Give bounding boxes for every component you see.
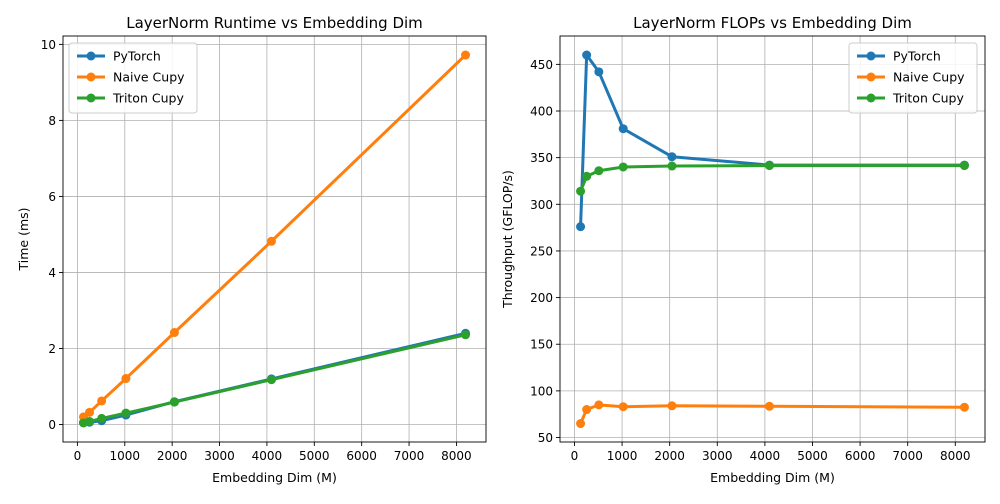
chart2-x-tick-label: 8000	[940, 449, 971, 463]
chart1-legend-box	[68, 42, 198, 114]
chart1-triton-cupy-point	[461, 330, 471, 340]
chart2-triton-cupy-point	[959, 161, 969, 171]
chart1-triton-cupy-point	[169, 397, 179, 407]
chart2-legend-naive-cupy-label: Naive Cupy	[893, 70, 965, 85]
chart1-y-tick-label: 10	[41, 38, 56, 52]
chart2-triton-cupy-line	[579, 164, 966, 193]
chart2-legend: PyTorch Naive Cupy Triton Cupy	[848, 42, 978, 114]
chart2-naive-cupy-point	[594, 400, 604, 410]
chart1-triton-cupy-point	[266, 375, 276, 385]
chart1-legend-triton-cupy-label: Triton Cupy	[112, 91, 184, 106]
chart2-naive-cupy-point	[667, 401, 677, 411]
throughput-chart: 0 1000 2000 3000 4000 5000 6000 7000 8000 50 100 15…	[500, 14, 986, 485]
chart2-title: LayerNorm FLOPs vs Embedding Dim	[633, 14, 912, 32]
chart1-x-tick-label: 2000	[157, 449, 188, 463]
chart1-x-tick-label: 1000	[110, 449, 141, 463]
chart2-naive-cupy-point	[618, 402, 628, 412]
chart2-y-tick-label: 100	[530, 384, 553, 398]
chart2-y-tick-label: 250	[530, 244, 553, 258]
chart1-y-tick-label: 4	[48, 266, 56, 280]
chart1-x-tick-label: 3000	[204, 449, 235, 463]
chart2-naive-cupy-point	[764, 401, 774, 411]
chart2-x-tick-label: 5000	[797, 449, 828, 463]
chart1-x-tick-label: 0	[74, 449, 82, 463]
chart2-y-tick-label: 50	[538, 431, 553, 445]
chart2-x-tick-label: 4000	[750, 449, 781, 463]
chart1-y-axis-label: Time (ms)	[16, 207, 31, 271]
chart1-naive-cupy-point	[85, 407, 95, 417]
chart1-legend: PyTorch Naive Cupy Triton Cupy	[68, 42, 198, 114]
chart2-legend-triton-cupy-marker	[866, 93, 876, 103]
chart2-triton-cupy-point	[582, 171, 592, 181]
chart2-legend-pytorch-marker	[866, 51, 876, 61]
chart1-y-tick-label: 8	[48, 114, 56, 128]
chart2-x-tick-label: 3000	[702, 449, 733, 463]
chart1-title: LayerNorm Runtime vs Embedding Dim	[126, 14, 423, 32]
chart2-y-tick-label: 400	[530, 105, 553, 119]
chart2-triton-cupy-point	[764, 161, 774, 171]
chart2-x-tick-label: 1000	[607, 449, 638, 463]
chart2-x-axis-label: Embedding Dim (M)	[710, 470, 835, 485]
chart1-naive-cupy-point	[121, 374, 131, 384]
chart1-x-tick-label: 6000	[346, 449, 377, 463]
chart1-naive-cupy-point	[266, 236, 276, 246]
chart2-pytorch-point	[594, 67, 604, 77]
chart2-triton-cupy-point	[576, 186, 586, 196]
chart1-triton-cupy-point	[85, 416, 95, 426]
chart2-pytorch-point	[576, 222, 586, 232]
chart1-x-tick-label: 7000	[394, 449, 425, 463]
chart2-pytorch-point	[582, 50, 592, 60]
chart1-axes-frame	[62, 35, 487, 443]
chart2-legend-box	[848, 42, 978, 114]
chart2-naive-cupy-point	[959, 402, 969, 412]
chart1-triton-cupy-point	[97, 413, 107, 423]
chart1-legend-naive-cupy-marker	[86, 72, 96, 82]
chart1-naive-cupy-point	[97, 396, 107, 406]
runtime-chart: 0 1000 2000 3000 4000 5000 6000 7000 8000 0 2 4 6 8 10…	[16, 14, 487, 485]
chart2-naive-cupy-point	[576, 419, 586, 429]
chart2-triton-cupy-point	[594, 166, 604, 176]
chart1-y-tick-label: 0	[48, 418, 56, 432]
chart2-x-tick-label: 0	[571, 449, 579, 463]
chart2-y-tick-label: 300	[530, 198, 553, 212]
chart2-legend-naive-cupy-marker	[866, 72, 876, 82]
chart2-pytorch-point	[667, 152, 677, 162]
chart2-y-axis-label: Throughput (GFLOP/s)	[500, 170, 515, 309]
chart1-y-tick-label: 6	[48, 190, 56, 204]
chart2-axes-frame	[559, 35, 986, 443]
chart1-x-tick-label: 5000	[299, 449, 330, 463]
chart1-naive-cupy-point	[461, 50, 471, 60]
chart2-y-tick-label: 450	[530, 58, 553, 72]
chart2-x-tick-label: 7000	[892, 449, 923, 463]
chart2-y-tick-label: 150	[530, 338, 553, 352]
chart1-naive-cupy-point	[169, 328, 179, 338]
chart2-y-tick-label: 350	[530, 151, 553, 165]
chart2-x-tick-label: 6000	[845, 449, 876, 463]
chart1-legend-naive-cupy-label: Naive Cupy	[113, 70, 185, 85]
chart2-naive-cupy-point	[582, 405, 592, 415]
chart1-y-tick-label: 2	[48, 342, 56, 356]
chart1-legend-pytorch-label: PyTorch	[113, 49, 161, 64]
chart1-x-tick-label: 4000	[252, 449, 283, 463]
chart2-triton-cupy-point	[618, 162, 628, 172]
chart1-triton-cupy-point	[121, 408, 131, 418]
chart2-legend-pytorch-label: PyTorch	[893, 49, 941, 64]
chart2-pytorch-point	[618, 124, 628, 134]
chart1-legend-triton-cupy-marker	[86, 93, 96, 103]
chart1-x-axis-label: Embedding Dim (M)	[212, 470, 337, 485]
chart1-x-tick-label: 8000	[441, 449, 472, 463]
chart2-x-tick-label: 2000	[654, 449, 685, 463]
chart2-legend-triton-cupy-label: Triton Cupy	[892, 91, 964, 106]
chart1-legend-pytorch-marker	[86, 51, 96, 61]
chart2-y-tick-label: 200	[530, 291, 553, 305]
chart2-triton-cupy-point	[667, 161, 677, 171]
